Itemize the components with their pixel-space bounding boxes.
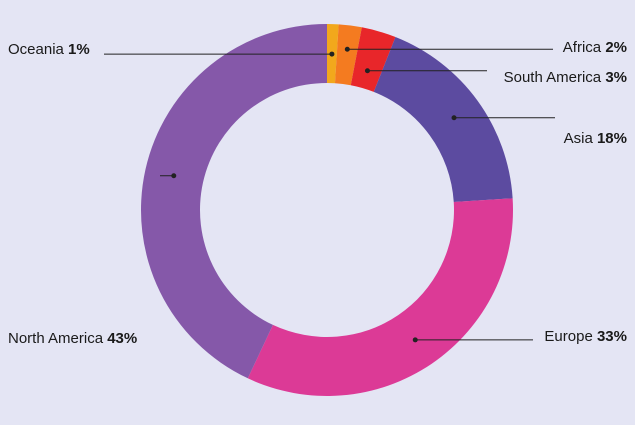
leader-dot-oceania bbox=[329, 51, 335, 57]
donut-slices bbox=[141, 24, 513, 396]
slice-value-north-america: 43% bbox=[107, 330, 137, 347]
slice-africa bbox=[334, 24, 362, 86]
slice-name-oceania: Oceania bbox=[8, 41, 68, 58]
leader-dot-asia bbox=[451, 115, 457, 121]
slice-name-north-america: North America bbox=[8, 330, 107, 347]
slice-label-oceania: Oceania 1% bbox=[8, 41, 90, 58]
slice-name-south-america: South America bbox=[504, 69, 606, 86]
slice-label-south-america: South America 3% bbox=[504, 69, 627, 86]
leader-dot-south-america bbox=[364, 68, 370, 74]
slice-labels: Oceania 1% Africa 2% South America 3% Asia … bbox=[8, 39, 627, 347]
slice-asia bbox=[373, 37, 513, 203]
slice-name-africa: Africa bbox=[563, 39, 606, 56]
slice-value-asia: 18% bbox=[597, 130, 627, 147]
leader-dot-north-america bbox=[171, 173, 177, 179]
slice-south-america bbox=[350, 27, 396, 92]
slice-europe bbox=[247, 198, 513, 396]
slice-name-asia: Asia bbox=[564, 130, 597, 147]
slice-label-north-america: North America 43% bbox=[8, 330, 137, 347]
slice-label-asia: Asia 18% bbox=[564, 130, 627, 147]
slice-label-africa: Africa 2% bbox=[563, 39, 627, 56]
slice-north-america bbox=[141, 24, 327, 379]
leader-dot-africa bbox=[344, 46, 350, 52]
slice-name-europe: Europe bbox=[544, 328, 597, 345]
leader-dot-europe bbox=[412, 337, 418, 343]
slice-value-south-america: 3% bbox=[605, 69, 627, 86]
slice-value-oceania: 1% bbox=[68, 41, 90, 58]
slice-value-europe: 33% bbox=[597, 328, 627, 345]
slice-value-africa: 2% bbox=[605, 39, 627, 56]
leader-lines bbox=[104, 46, 555, 343]
slice-label-europe: Europe 33% bbox=[544, 328, 627, 345]
